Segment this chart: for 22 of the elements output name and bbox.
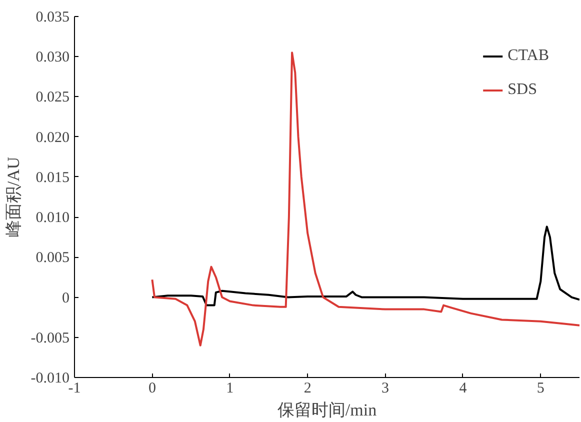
y-tick-label: 0.035 bbox=[36, 10, 70, 26]
x-axis-title: 保留时间/min bbox=[277, 400, 378, 420]
legend-label: CTAB bbox=[508, 47, 549, 65]
x-tick-label: 5 bbox=[536, 380, 544, 396]
y-tick-label: -0.005 bbox=[30, 330, 70, 346]
y-tick-label: 0.010 bbox=[36, 210, 70, 226]
y-tick-label: 0.005 bbox=[36, 250, 70, 266]
x-tick-label: 3 bbox=[382, 380, 390, 396]
y-tick-label: 0.020 bbox=[36, 130, 70, 146]
x-tick-label: 1 bbox=[226, 380, 234, 396]
y-tick-label: 0.015 bbox=[36, 170, 70, 186]
legend-label: SDS bbox=[508, 81, 537, 99]
line-series bbox=[151, 226, 580, 306]
y-tick-label: 0.025 bbox=[36, 90, 70, 106]
y-tick-label: -0.010 bbox=[30, 370, 70, 386]
y-tick-label: 0.030 bbox=[36, 50, 70, 66]
y-axis-title: 峰面积/AU bbox=[4, 156, 23, 238]
x-tick-label: 4 bbox=[459, 380, 468, 396]
y-tick-label: 0 bbox=[62, 290, 70, 306]
x-tick-label: -1 bbox=[68, 380, 81, 396]
x-tick-label: 0 bbox=[148, 380, 156, 396]
x-tick-label: 2 bbox=[304, 380, 312, 396]
